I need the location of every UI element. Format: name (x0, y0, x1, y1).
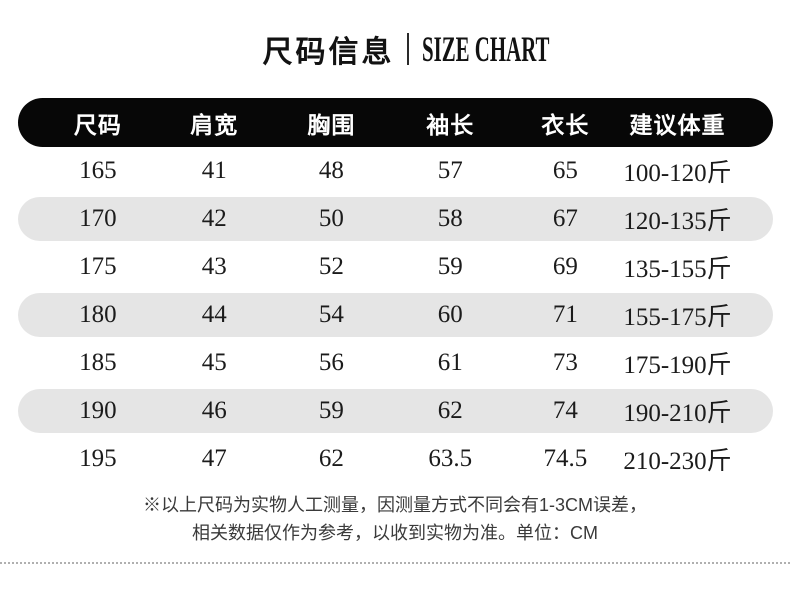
cell-weight: 190-210斤 (623, 400, 732, 427)
title-english: SIZE CHART (421, 29, 549, 69)
cell-size: 185 (79, 349, 117, 376)
cell-sleeve: 62 (437, 397, 463, 424)
cell-size: 180 (79, 301, 117, 328)
column-header-garment-length: 衣长 (541, 111, 590, 138)
size-table: 尺码 肩宽 胸围 袖长 衣长 建议体重 165 41 48 57 65 100-… (18, 98, 773, 483)
cell-weight: 135-155斤 (623, 256, 732, 283)
cell-sleeve: 59 (437, 253, 463, 280)
cell-weight: 120-135斤 (623, 208, 732, 235)
table-header-row: 尺码 肩宽 胸围 袖长 衣长 建议体重 (18, 98, 773, 147)
column-header-size: 尺码 (73, 111, 122, 138)
table-row: 175 43 52 59 69 135-155斤 (18, 243, 773, 291)
cell-length: 65 (552, 157, 578, 184)
table-row: 185 45 56 61 73 175-190斤 (18, 339, 773, 387)
table-row: 170 42 50 58 67 120-135斤 (18, 197, 773, 241)
cell-length: 74 (552, 397, 578, 424)
cell-size: 190 (79, 397, 117, 424)
note-line-2: 相关数据仅作为参考，以收到实物为准。单位：CM (192, 523, 598, 543)
table-row: 190 46 59 62 74 190-210斤 (18, 389, 773, 433)
title-chinese: 尺码信息 (262, 36, 395, 69)
cell-sleeve: 63.5 (428, 445, 473, 472)
cell-size: 170 (79, 205, 117, 232)
cell-weight: 210-230斤 (623, 448, 732, 475)
table-row: 165 41 48 57 65 100-120斤 (18, 147, 773, 195)
cell-chest: 52 (318, 253, 344, 280)
cell-shoulder: 46 (201, 397, 227, 424)
table-row: 195 47 62 63.5 74.5 210-230斤 (18, 435, 773, 483)
cell-sleeve: 61 (437, 349, 463, 376)
cell-weight: 155-175斤 (623, 304, 732, 331)
column-header-chest: 胸围 (307, 111, 356, 138)
cell-weight: 175-190斤 (623, 352, 732, 379)
cell-length: 67 (552, 205, 578, 232)
cell-shoulder: 44 (201, 301, 227, 328)
cell-length: 71 (552, 301, 578, 328)
measurement-notes: ※以上尺码为实物人工测量，因测量方式不同会有1-3CM误差， 相关数据仅作为参考… (0, 491, 790, 547)
cell-chest: 48 (318, 157, 344, 184)
cell-size: 195 (79, 445, 117, 472)
cell-size: 165 (79, 157, 117, 184)
cell-shoulder: 42 (201, 205, 227, 232)
cell-weight: 100-120斤 (623, 160, 732, 187)
title-english-wrap: SIZE CHART (422, 31, 549, 67)
cell-shoulder: 45 (201, 349, 227, 376)
dotted-divider (0, 562, 790, 564)
cell-shoulder: 47 (201, 445, 227, 472)
note-line-1: ※以上尺码为实物人工测量，因测量方式不同会有1-3CM误差， (142, 495, 647, 515)
cell-sleeve: 57 (437, 157, 463, 184)
table-row: 180 44 54 60 71 155-175斤 (18, 293, 773, 337)
cell-chest: 54 (318, 301, 344, 328)
cell-length: 73 (552, 349, 578, 376)
cell-sleeve: 60 (437, 301, 463, 328)
cell-chest: 56 (318, 349, 344, 376)
column-header-shoulder-width: 肩宽 (190, 111, 239, 138)
cell-chest: 59 (318, 397, 344, 424)
cell-length: 69 (552, 253, 578, 280)
cell-sleeve: 58 (437, 205, 463, 232)
cell-length: 74.5 (543, 445, 588, 472)
cell-chest: 50 (318, 205, 344, 232)
cell-chest: 62 (318, 445, 344, 472)
cell-size: 175 (79, 253, 117, 280)
column-header-suggested-weight: 建议体重 (629, 111, 726, 138)
cell-shoulder: 43 (201, 253, 227, 280)
column-header-sleeve-length: 袖长 (426, 111, 475, 138)
title-divider-bar (406, 33, 409, 65)
page-title: 尺码信息 SIZE CHART (0, 28, 790, 70)
cell-shoulder: 41 (201, 157, 227, 184)
